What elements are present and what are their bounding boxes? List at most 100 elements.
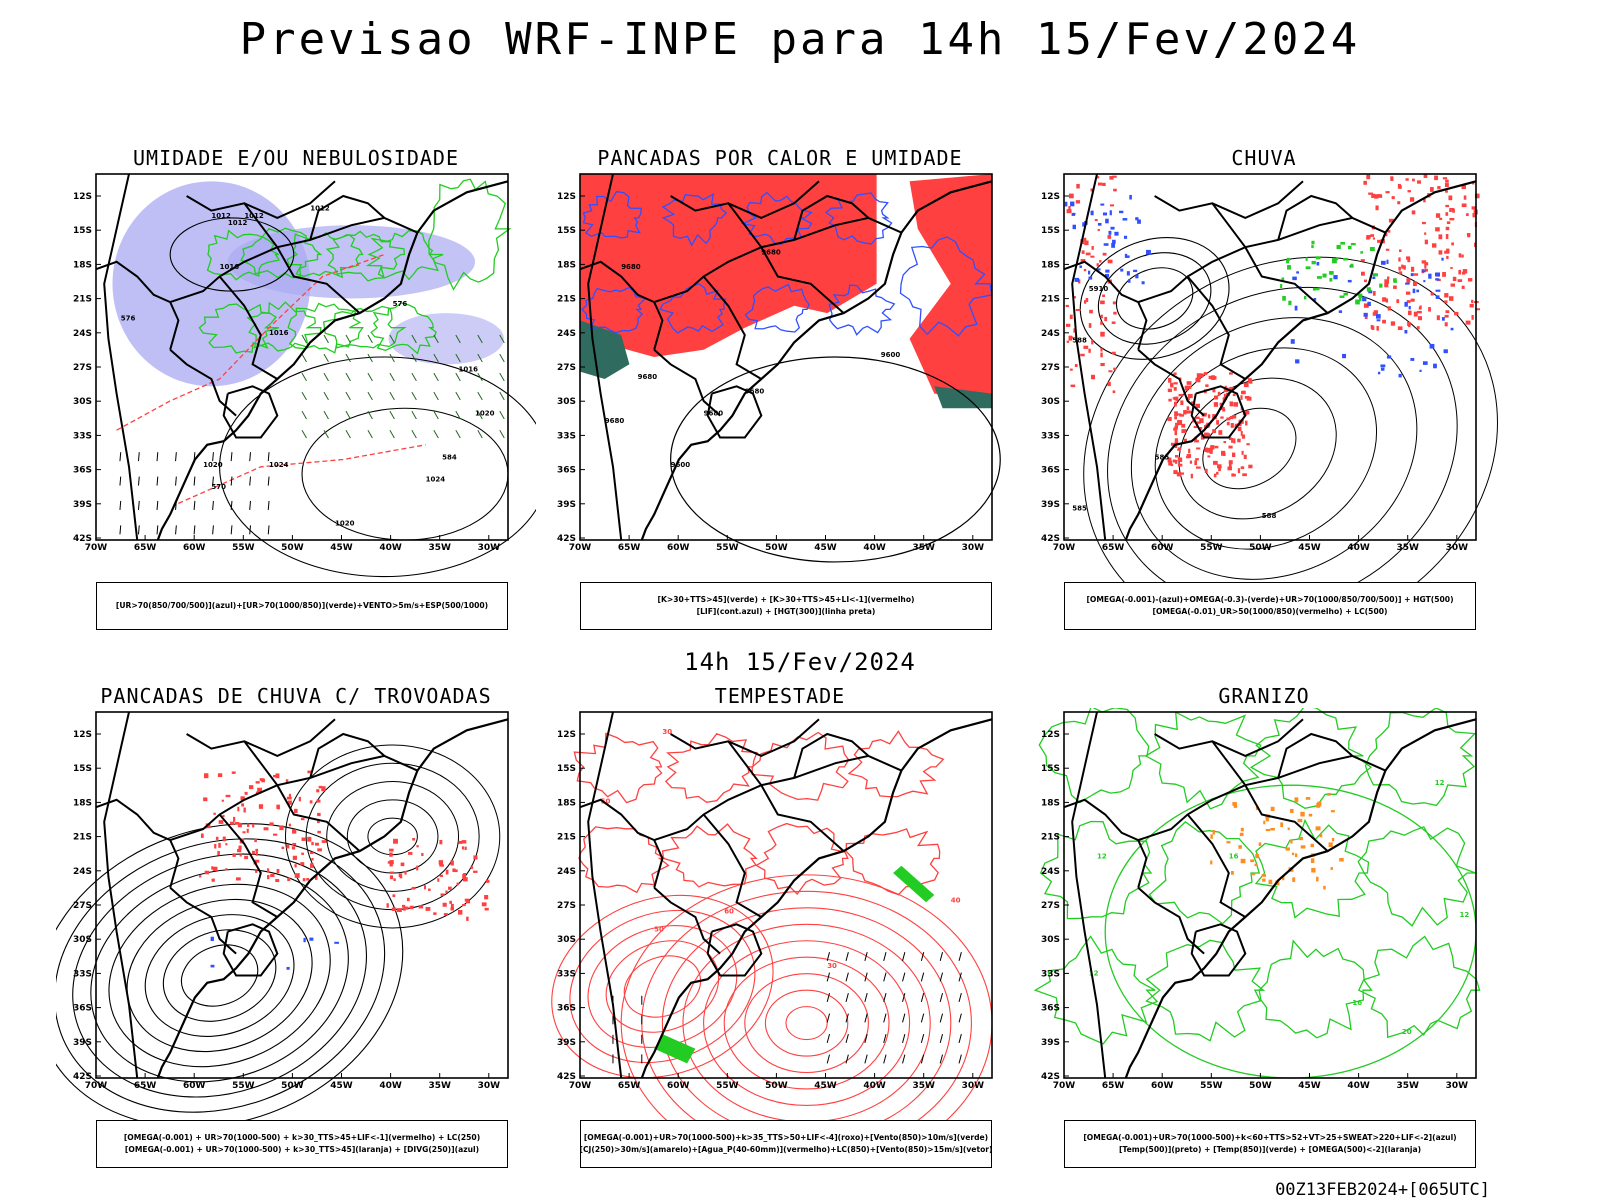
rain-red-cell <box>1217 464 1222 469</box>
map-frame <box>95 173 509 541</box>
rain-red-cell <box>1085 252 1091 256</box>
wind-vector <box>939 993 944 1003</box>
rain-red-cell <box>1248 464 1253 469</box>
omega-blue-cell <box>1125 255 1130 258</box>
divergence-blue-cell <box>303 937 306 943</box>
contour-label: 9680 <box>761 249 781 257</box>
omega-blue-cell <box>1097 268 1101 271</box>
thunder-red-cell <box>255 781 260 784</box>
omega-blue-cell <box>1100 203 1105 206</box>
rain-red-cell <box>1246 410 1250 415</box>
wind-vector <box>826 1034 831 1043</box>
legend-box: [UR>70(850/700/500)](azul)+[UR>70(1000/8… <box>96 582 508 630</box>
rain-red-cell <box>1451 242 1454 246</box>
omega-green-cell <box>1343 257 1348 261</box>
rain-red-cell <box>1199 418 1204 423</box>
lon-label: 65W <box>1102 1081 1125 1091</box>
streamline <box>56 823 404 1120</box>
lon-label: 50W <box>1249 1081 1272 1091</box>
lat-label: 15S <box>73 226 92 236</box>
wind-vector <box>920 1034 925 1043</box>
thunder-red-cell <box>292 842 297 846</box>
legend-line: [OMEGA(-0.001) + UR>70(1000-500) + k>30_… <box>123 1133 481 1142</box>
lat-label: 24S <box>1041 867 1060 877</box>
wind-vector <box>883 1034 887 1043</box>
thunder-red-cell <box>454 869 458 873</box>
country-border <box>1211 202 1247 248</box>
thunder-red-cell <box>310 863 314 868</box>
thunder-red-cell <box>306 878 310 881</box>
map-layers: 5910 588 585 585 588 12S 15S 18S 21S 24S 27S 30S 33S… <box>1041 173 1498 582</box>
rain-red-cell <box>1442 271 1446 277</box>
thunder-red-cell <box>404 870 407 875</box>
omega500-orange-cell <box>1265 817 1269 822</box>
wind-vector <box>137 525 140 535</box>
rain-red-cell <box>1195 377 1201 383</box>
lc850-line <box>661 907 952 1120</box>
wind-vector <box>499 372 505 382</box>
omega500-orange-cell <box>1339 858 1344 862</box>
hgt500-line <box>1130 317 1418 580</box>
rain-red-cell <box>1096 263 1099 267</box>
omega500-orange-cell <box>1328 842 1333 847</box>
omega-green-cell <box>1340 241 1346 245</box>
omega-blue-cell <box>1410 357 1415 361</box>
wind-vector <box>230 500 233 510</box>
wind-vector <box>958 972 962 982</box>
rain-red-cell <box>1175 459 1178 464</box>
rain-red-cell <box>1452 208 1455 213</box>
thunder-red-cell <box>287 800 292 805</box>
thunder-red-cell <box>301 852 304 855</box>
thunder-red-cell <box>277 806 280 810</box>
thunder-red-cell <box>438 860 444 865</box>
streamline <box>162 929 277 1022</box>
omega500-orange-cell <box>1327 792 1331 796</box>
lat-label: 39S <box>73 1038 92 1048</box>
panel-title: GRANIZO <box>1218 684 1310 708</box>
rain-red-cell <box>1222 407 1225 410</box>
rain-red-cell <box>1193 425 1199 429</box>
lc850-line <box>723 956 890 1090</box>
rain-red-cell <box>1100 321 1103 325</box>
rain-red-cell <box>1177 420 1183 426</box>
lon-label: 60W <box>667 543 690 553</box>
contour-label: 9680 <box>745 388 765 396</box>
rain-red-cell <box>1075 200 1081 204</box>
lat-label: 15S <box>557 764 576 774</box>
rain-red-cell <box>1416 310 1422 314</box>
omega500-orange-cell <box>1300 845 1306 849</box>
wind-vector <box>864 1034 868 1043</box>
omega-green-cell <box>1393 280 1397 283</box>
omega500-orange-cell <box>1230 870 1234 875</box>
wind-vector <box>301 410 307 420</box>
water-red-contour <box>661 823 758 888</box>
temp850-green-contour <box>1357 826 1476 927</box>
rain-red-cell <box>1363 303 1369 308</box>
rain-red-cell <box>1371 325 1375 330</box>
wind-vector <box>137 452 140 462</box>
thunder-red-cell <box>462 874 465 879</box>
thunder-red-cell <box>215 836 219 840</box>
omega500-orange-cell <box>1250 859 1255 863</box>
rain-red-cell <box>1240 430 1243 436</box>
rain-red-cell <box>1407 258 1411 263</box>
rain-red-cell <box>1232 415 1237 419</box>
lat-label: 33S <box>73 969 92 979</box>
lon-label: 55W <box>716 1081 739 1091</box>
omega500-orange-cell <box>1254 863 1258 867</box>
rain-red-cell <box>1177 463 1183 467</box>
country-border <box>1244 246 1329 314</box>
humidity-shade <box>388 313 504 365</box>
thunder-red-cell <box>244 855 249 860</box>
wind-vector <box>156 476 159 486</box>
rain-red-cell <box>1200 434 1205 440</box>
lat-label: 18S <box>557 798 576 808</box>
rain-red-cell <box>1111 321 1116 324</box>
lon-label: 40W <box>863 543 886 553</box>
wind-vector <box>826 1054 831 1064</box>
omega500-orange-cell <box>1294 853 1298 858</box>
rain-red-cell <box>1374 194 1379 199</box>
lat-label: 18S <box>73 260 92 270</box>
lc850-line <box>785 1006 828 1041</box>
